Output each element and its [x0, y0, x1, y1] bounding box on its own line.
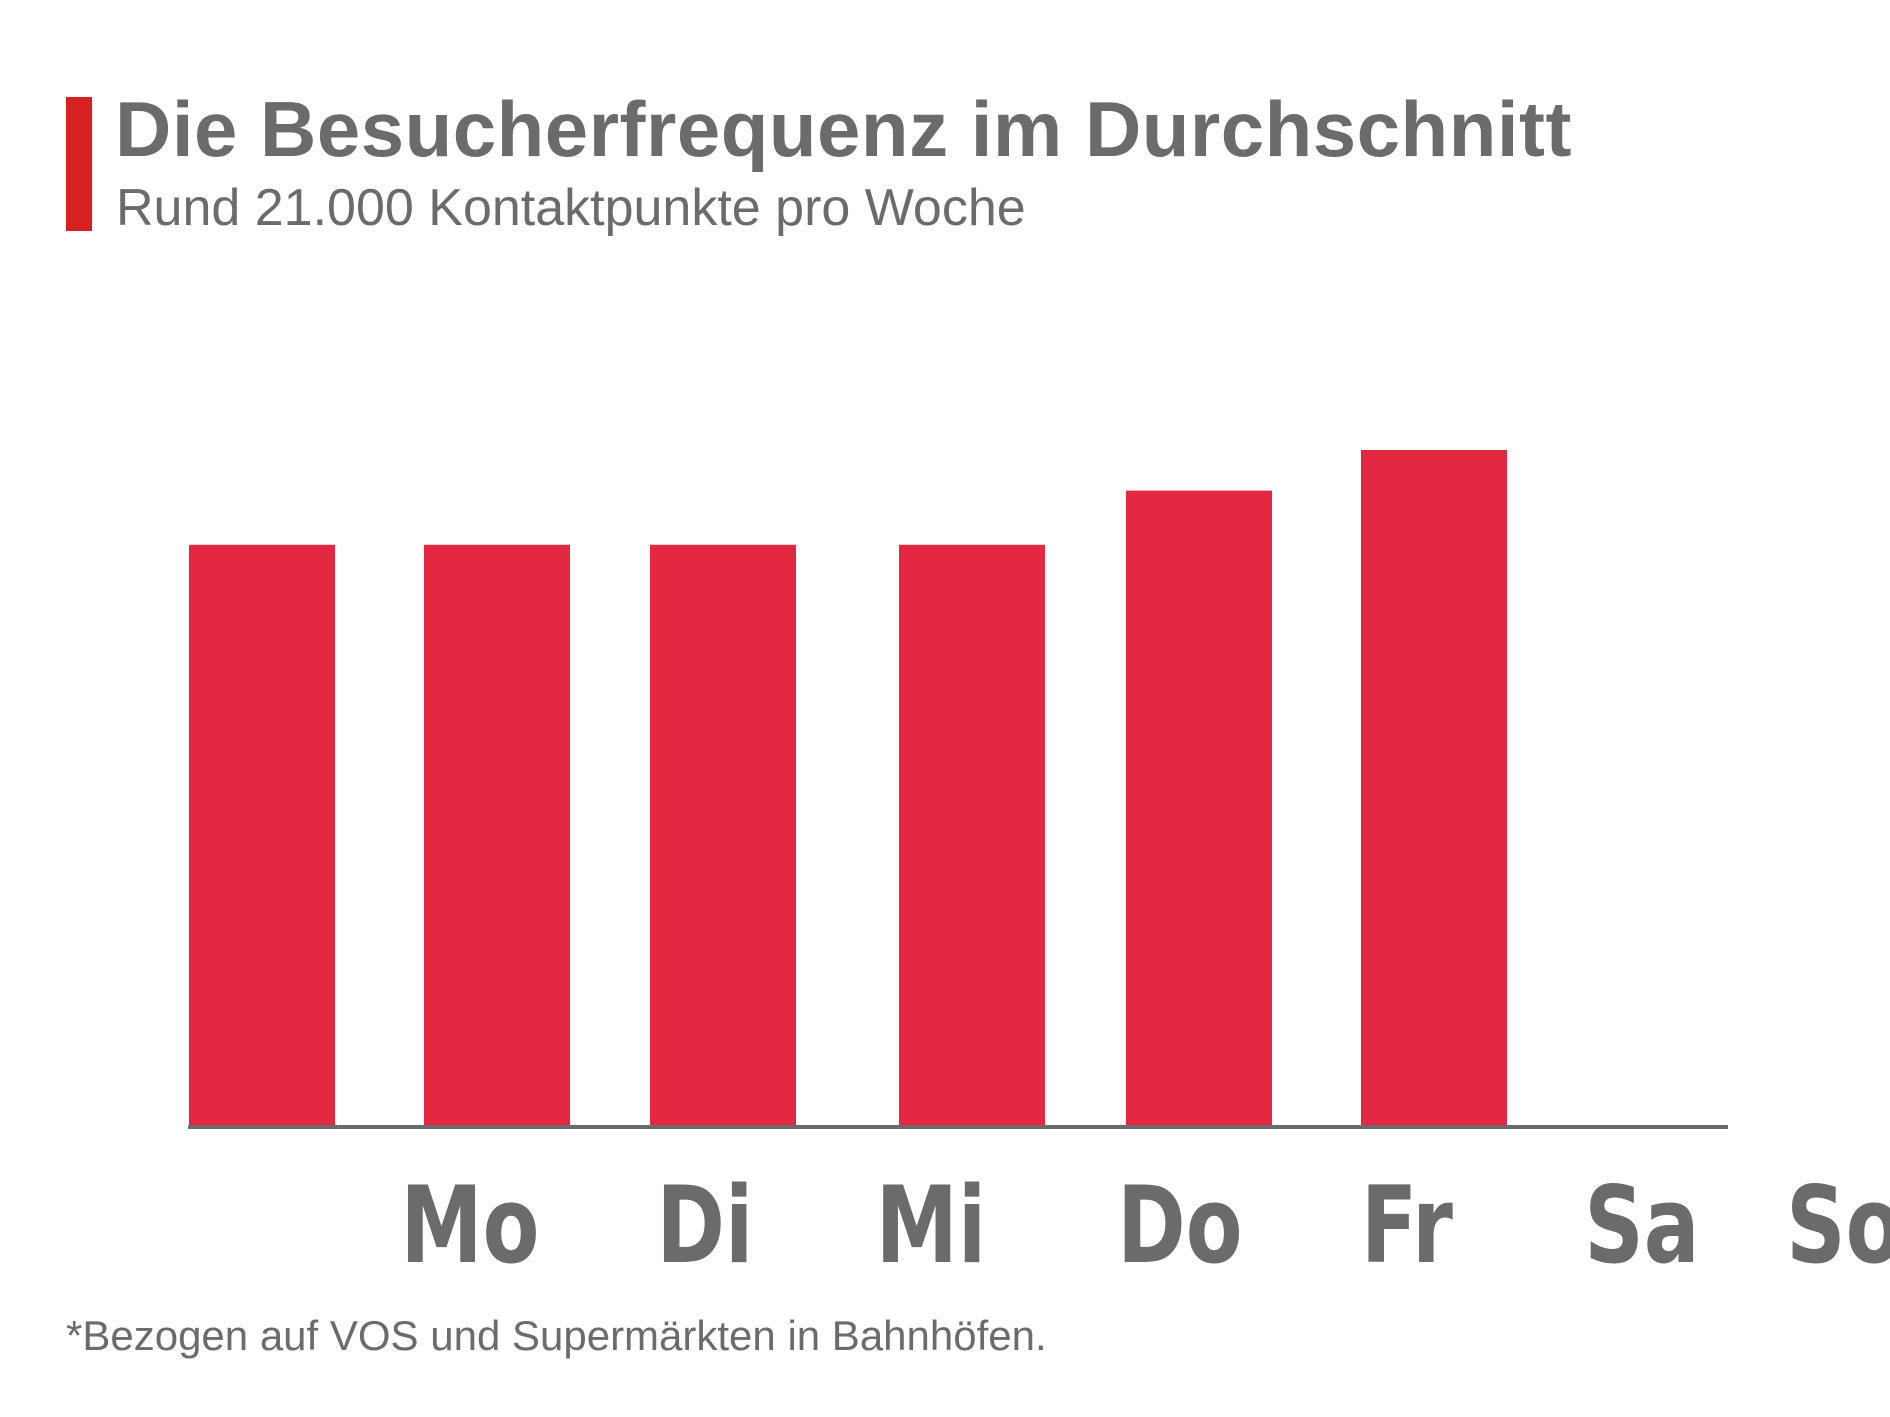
x-tick-labels-group: Mo Di Mi Do Fr Sa So* [400, 1165, 1890, 1288]
chart-subtitle: Rund 21.000 Kontaktpunkte pro Woche [116, 179, 1026, 237]
x-tick-label-do: Do [1117, 1165, 1242, 1288]
bar-mi [650, 544, 796, 1127]
bar-mo [189, 544, 335, 1127]
title-accent-bar [66, 97, 92, 231]
footnote: *Bezogen auf VOS und Supermärkten in Bah… [66, 1312, 1047, 1359]
bar-di [424, 544, 570, 1127]
chart-title: Die Besucherfrequenz im Durchschnitt [115, 85, 1572, 173]
x-tick-label-mi: Mi [876, 1165, 987, 1288]
x-tick-label-fr: Fr [1361, 1165, 1453, 1288]
bar-do [899, 544, 1045, 1127]
bars-group [189, 450, 1507, 1127]
bar-sa [1361, 450, 1507, 1127]
x-tick-label-so: So* [1786, 1165, 1890, 1288]
bar-fr [1126, 490, 1272, 1127]
x-tick-label-di: Di [656, 1165, 753, 1288]
x-tick-label-mo: Mo [400, 1165, 539, 1288]
x-tick-label-sa: Sa [1584, 1165, 1699, 1288]
